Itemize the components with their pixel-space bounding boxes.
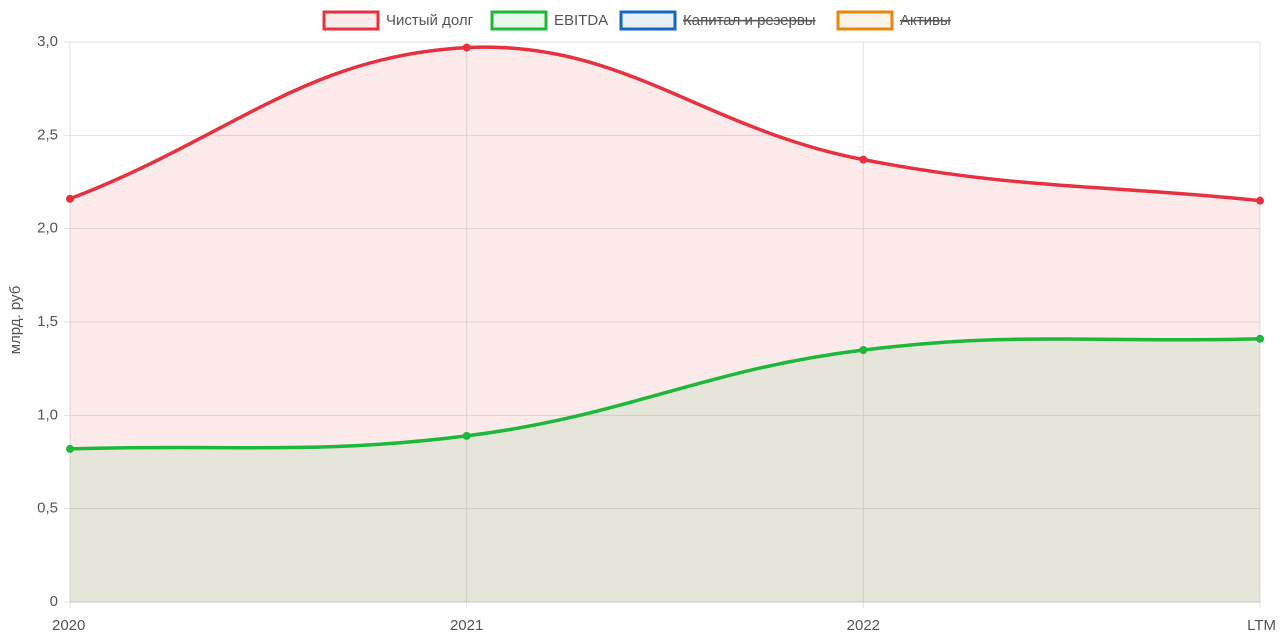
legend-swatch[interactable]: [322, 10, 380, 31]
y-tick-label: 0,5: [37, 500, 58, 517]
legend-label[interactable]: Чистый долг: [386, 12, 474, 29]
point: [859, 155, 868, 164]
area: [70, 338, 1260, 602]
legend-swatch[interactable]: [490, 10, 548, 31]
point: [462, 43, 471, 52]
line: [69, 45, 1261, 203]
point: [1256, 196, 1264, 205]
x-tick-label: 2021: [450, 617, 483, 634]
point: [859, 346, 868, 354]
y-tick-label: 1,0: [37, 406, 58, 423]
area: [70, 47, 1260, 603]
y-axis-label: млрд. руб: [7, 286, 24, 355]
y-tick-label: 3,0: [37, 33, 58, 50]
point: [462, 431, 471, 440]
y-tick-label: 1,5: [37, 313, 58, 330]
legend-swatch[interactable]: [836, 10, 894, 31]
y-tick-label: 0: [50, 593, 58, 610]
point: [66, 444, 74, 453]
line: [69, 337, 1261, 451]
point: [1256, 334, 1264, 343]
x-tick-label: 2022: [847, 617, 880, 634]
y-tick-label: 2,0: [37, 220, 58, 237]
legend-label[interactable]: EBITDA: [554, 12, 608, 29]
x-tick-label: LTM: [1247, 617, 1276, 634]
legend-label[interactable]: Активы: [900, 12, 951, 29]
point: [66, 194, 74, 203]
y-tick-label: 2,5: [37, 126, 58, 143]
legend-swatch[interactable]: [619, 10, 677, 31]
legend-label[interactable]: Капитал и резервы: [683, 12, 816, 29]
x-tick-label: 2020: [52, 617, 85, 634]
